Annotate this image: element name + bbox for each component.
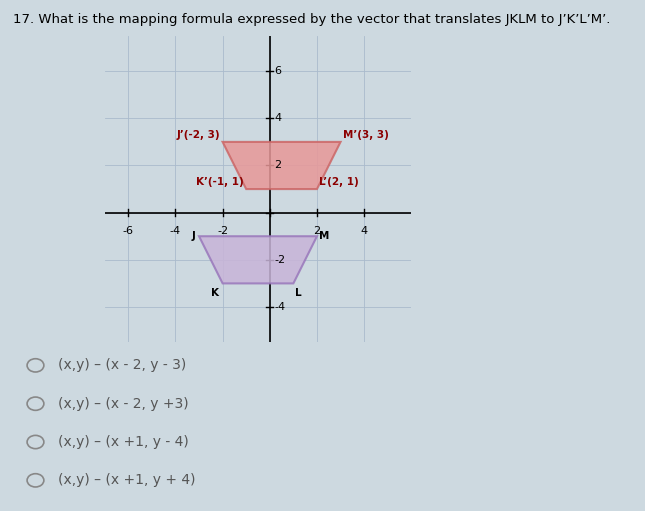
Text: 2: 2 [274,160,281,171]
Text: 4: 4 [274,113,281,123]
Text: J: J [192,231,195,241]
Text: 4: 4 [361,226,368,236]
Text: 2: 2 [313,226,321,236]
Text: 17. What is the mapping formula expressed by the vector that translates JKLM to : 17. What is the mapping formula expresse… [13,13,610,26]
Text: L: L [295,288,301,298]
Text: (x,y) – (x +1, y + 4): (x,y) – (x +1, y + 4) [58,473,195,487]
Text: -6: -6 [123,226,134,236]
Text: -4: -4 [274,302,285,312]
Text: (x,y) – (x +1, y - 4): (x,y) – (x +1, y - 4) [58,435,189,449]
Text: J’(-2, 3): J’(-2, 3) [177,130,220,140]
Polygon shape [199,236,317,284]
Text: (x,y) – (x - 2, y +3): (x,y) – (x - 2, y +3) [58,397,189,411]
Text: 6: 6 [274,66,281,76]
Text: M’(3, 3): M’(3, 3) [343,130,389,140]
Text: (x,y) – (x - 2, y - 3): (x,y) – (x - 2, y - 3) [58,358,186,373]
Text: -2: -2 [274,255,285,265]
Text: M: M [319,231,330,241]
Text: K: K [211,288,219,298]
Text: K’(-1, 1): K’(-1, 1) [196,177,244,187]
Text: L’(2, 1): L’(2, 1) [319,177,359,187]
Text: -2: -2 [217,226,228,236]
Text: -4: -4 [170,226,181,236]
Polygon shape [223,142,341,189]
